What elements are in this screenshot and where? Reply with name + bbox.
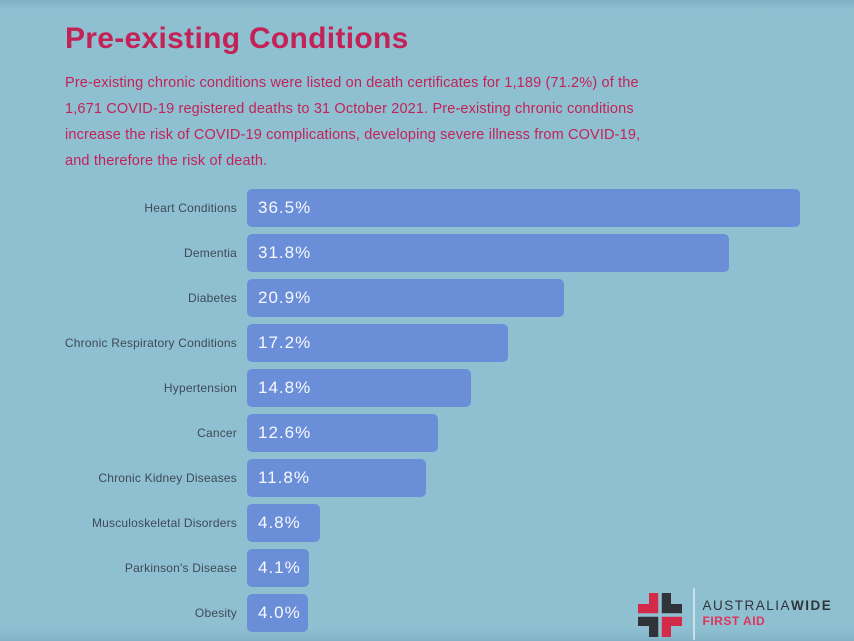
bar-category-label: Chronic Kidney Diseases <box>98 471 237 485</box>
bar-track: 36.5% <box>247 189 800 227</box>
bar-track: 4.1% <box>247 549 800 587</box>
bar-value-label: 36.5% <box>258 198 312 217</box>
bar-chart: Heart Conditions 36.5% Dementia 31.8% Diabet… <box>0 189 800 639</box>
bar-value-label: 31.8% <box>258 243 312 262</box>
brand-name-regular: AUSTRALIA <box>702 598 792 613</box>
bar: 11.8% <box>247 459 426 497</box>
bar-row: Chronic Respiratory Conditions 17.2% <box>0 324 800 362</box>
bar-value-label: 4.8% <box>258 513 301 532</box>
logo-divider <box>693 588 695 640</box>
bar-track: 4.8% <box>247 504 800 542</box>
bar-chart-rows: Heart Conditions 36.5% Dementia 31.8% Diabet… <box>0 189 800 632</box>
bar-category-label: Heart Conditions <box>144 201 237 215</box>
bar-value-label: 17.2% <box>258 333 312 352</box>
bar-track: 31.8% <box>247 234 800 272</box>
bar: 14.8% <box>247 369 472 407</box>
brand-name-bold: WIDE <box>791 598 833 613</box>
bar-value-label: 14.8% <box>258 378 312 397</box>
bar: 20.9% <box>247 279 564 317</box>
logo-text: AUSTRALIAWIDE FIRST AID <box>703 592 833 628</box>
bar-category-label: Obesity <box>194 606 237 620</box>
bar-track: 20.9% <box>247 279 800 317</box>
bar: 4.8% <box>247 504 320 542</box>
bar: 36.5% <box>247 189 800 227</box>
bar-category-label: Hypertension <box>163 381 237 395</box>
bar: 4.1% <box>247 549 310 587</box>
bar-value-label: 11.8% <box>258 468 310 487</box>
bar-row: Heart Conditions 36.5% <box>0 189 800 227</box>
bar-value-label: 20.9% <box>258 288 312 307</box>
bar-category-label: Parkinson's Disease <box>124 561 237 575</box>
bar: 17.2% <box>247 324 508 362</box>
bar-row: Obesity 4.0% <box>0 594 800 632</box>
bar-track: 11.8% <box>247 459 800 497</box>
bar-row: Dementia 31.8% <box>0 234 800 272</box>
brand-tagline: FIRST AID <box>702 614 766 628</box>
bar-category-label: Chronic Respiratory Conditions <box>64 336 237 350</box>
bar-category-label: Dementia <box>184 246 237 260</box>
bar-track: 4.0% <box>247 594 800 632</box>
brand-logo: AUSTRALIAWIDE FIRST AID <box>638 588 833 640</box>
bar-row: Diabetes 20.9% <box>0 279 800 317</box>
bar-row: Parkinson's Disease 4.1% <box>0 549 800 587</box>
bar-row: Cancer 12.6% <box>0 414 800 452</box>
bar: 4.0% <box>247 594 308 632</box>
bar-row: Hypertension 14.8% <box>0 369 800 407</box>
bar-category-label: Cancer <box>197 426 237 440</box>
bar-track: 14.8% <box>247 369 800 407</box>
bar-category-label: Diabetes <box>188 291 237 305</box>
bar: 31.8% <box>247 234 729 272</box>
first-aid-cross-icon <box>638 593 682 637</box>
bar-track: 17.2% <box>247 324 800 362</box>
bar-row: Musculoskeletal Disorders 4.8% <box>0 504 800 542</box>
bar-track: 12.6% <box>247 414 800 452</box>
bar-category-label: Musculoskeletal Disorders <box>91 516 237 530</box>
chart-description: Pre-existing chronic conditions were lis… <box>65 75 641 169</box>
brand-name: AUSTRALIAWIDE <box>703 599 833 613</box>
page-title: Pre-existing Conditions <box>65 22 409 55</box>
bar-value-label: 12.6% <box>258 423 312 442</box>
bar-value-label: 4.0% <box>258 603 301 622</box>
bar-value-label: 4.1% <box>258 558 301 577</box>
bar: 12.6% <box>247 414 438 452</box>
bar-row: Chronic Kidney Diseases 11.8% <box>0 459 800 497</box>
